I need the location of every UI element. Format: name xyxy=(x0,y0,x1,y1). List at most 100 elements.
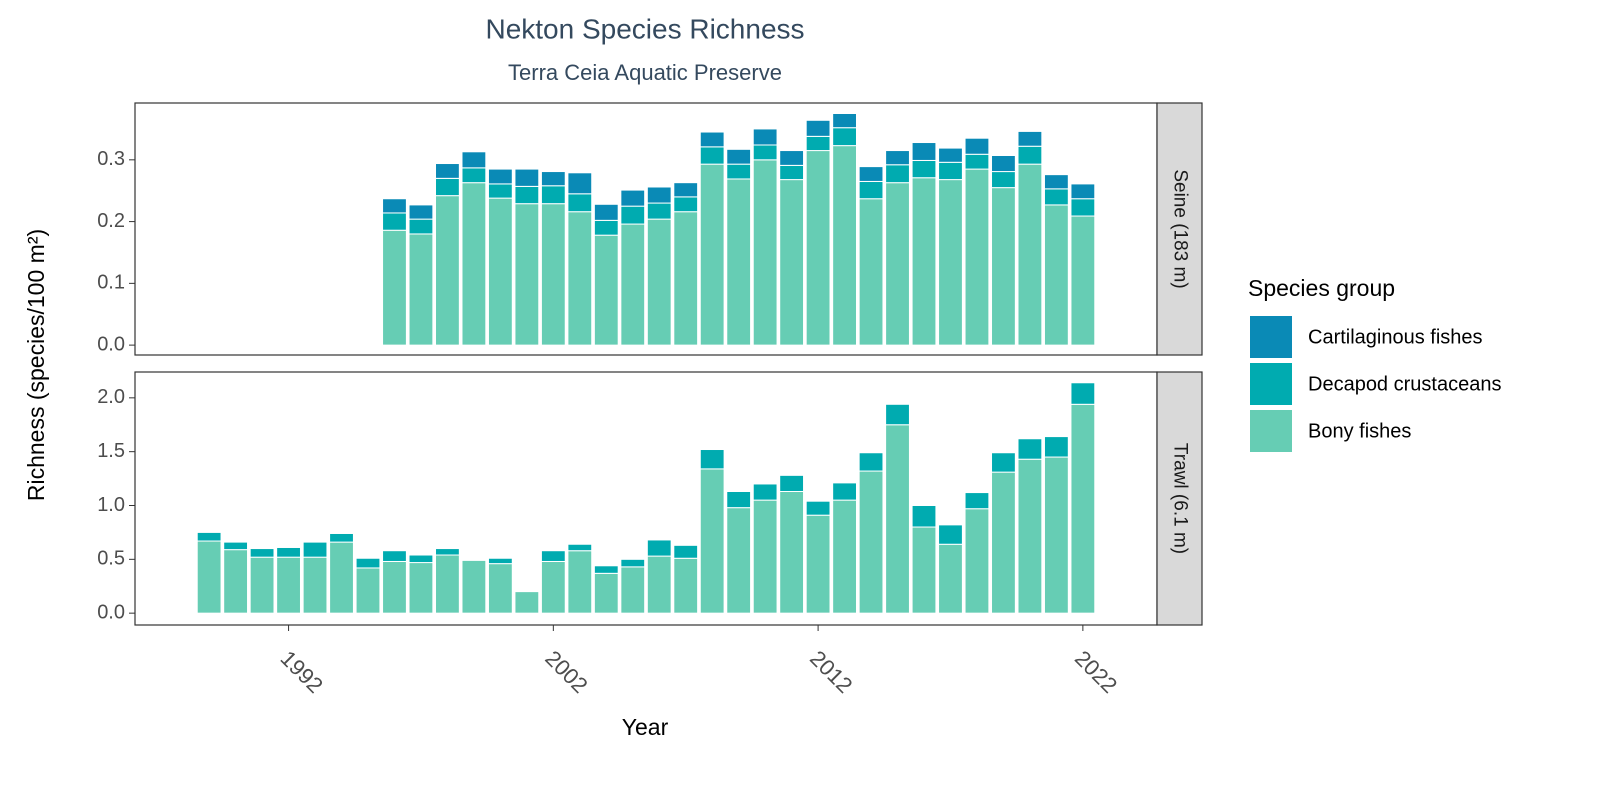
legend-label: Bony fishes xyxy=(1308,420,1411,442)
bar-segment xyxy=(805,135,831,152)
bar-segment xyxy=(1043,436,1069,458)
x-tick-label: 2012 xyxy=(805,646,857,698)
bar-segment xyxy=(540,171,566,187)
bar-segment xyxy=(593,572,619,614)
bar-segment xyxy=(620,566,646,614)
bar-segment xyxy=(620,558,646,568)
bar-segment xyxy=(223,549,249,614)
facet-label: Seine (183 m) xyxy=(1169,169,1190,288)
bar-segment xyxy=(673,557,699,614)
bar-segment xyxy=(435,548,460,556)
y-tick-label: 0.5 xyxy=(97,548,125,570)
bar-segment xyxy=(249,548,275,558)
bar-segment xyxy=(832,499,857,614)
bar-segment xyxy=(408,554,434,564)
y-tick-label: 1.5 xyxy=(97,440,125,462)
bar-segment xyxy=(435,195,460,346)
bar-segment xyxy=(911,177,937,346)
bar-segment xyxy=(991,471,1016,614)
bar-segment xyxy=(1017,145,1043,165)
bar-segment xyxy=(540,185,566,205)
bar-segment xyxy=(673,211,699,346)
bar-segment xyxy=(1070,198,1096,217)
bar-segment xyxy=(964,508,990,614)
bar-segment xyxy=(567,211,593,346)
bar-segment xyxy=(938,161,963,181)
y-tick-label: 0.0 xyxy=(97,601,125,623)
bar-segment xyxy=(408,204,434,220)
bar-segment xyxy=(461,182,487,346)
bar-segment xyxy=(911,504,937,528)
bar-segment xyxy=(673,544,699,559)
bar-segment xyxy=(1017,458,1043,614)
bar-segment xyxy=(726,163,752,180)
bar-segment xyxy=(355,557,381,569)
bar-segment xyxy=(593,203,619,221)
bar-segment xyxy=(487,183,513,199)
bar-segment xyxy=(991,187,1016,346)
bar-segment xyxy=(699,131,725,148)
bar-segment xyxy=(593,219,619,236)
legend-label: Decapod crustaceans xyxy=(1308,373,1501,395)
y-tick-label: 0.3 xyxy=(97,148,125,170)
bar-segment xyxy=(514,203,540,346)
bar-segment xyxy=(805,500,831,516)
y-tick-label: 2.0 xyxy=(97,386,125,408)
legend-key xyxy=(1250,316,1292,358)
bar-segment xyxy=(620,205,646,225)
bar-segment xyxy=(1070,403,1096,614)
bar-segment xyxy=(673,182,699,198)
bar-segment xyxy=(885,150,910,166)
bar-segment xyxy=(779,164,805,181)
bar-segment xyxy=(382,212,407,231)
bar-segment xyxy=(832,482,857,501)
x-tick-label: 2022 xyxy=(1070,646,1122,698)
bar-segment xyxy=(1043,188,1069,206)
x-axis-title: Year xyxy=(622,714,669,740)
bar-segment xyxy=(938,543,963,614)
bar-segment xyxy=(435,177,460,197)
bar-segment xyxy=(408,233,434,346)
bar-segment xyxy=(646,555,672,614)
bar-segment xyxy=(567,543,593,552)
bar-segment xyxy=(858,166,884,182)
legend-title: Species group xyxy=(1248,275,1395,301)
bar-segment xyxy=(752,499,778,614)
bar-segment xyxy=(461,559,487,614)
bar-segment xyxy=(938,147,963,163)
bar-segment xyxy=(752,483,778,501)
bar-segment xyxy=(1017,438,1043,460)
bar-segment xyxy=(699,146,725,165)
bar-segment xyxy=(435,554,460,614)
bar-segment xyxy=(779,150,805,166)
bar-segment xyxy=(1070,215,1096,346)
bar-segment xyxy=(1043,174,1069,190)
bar-segment xyxy=(779,474,805,493)
bar-segment xyxy=(805,119,831,137)
bar-segment xyxy=(487,563,513,614)
bar-segment xyxy=(646,539,672,557)
bar-segment xyxy=(435,163,460,179)
bar-segment xyxy=(858,180,884,200)
bar-segment xyxy=(726,178,752,346)
bar-segment xyxy=(832,145,857,346)
bar-segment xyxy=(699,163,725,346)
legend-label: Cartilaginous fishes xyxy=(1308,326,1483,348)
bar-segment xyxy=(911,526,937,614)
bar-segment xyxy=(885,182,910,346)
bar-segment xyxy=(911,142,937,161)
legend-key xyxy=(1250,410,1292,452)
bar-segment xyxy=(885,164,910,184)
bar-segment xyxy=(938,524,963,545)
bar-segment xyxy=(938,179,963,346)
bar-segment xyxy=(223,541,249,551)
bar-segment xyxy=(964,168,990,346)
facet-strip xyxy=(1156,371,1203,626)
bar-segment xyxy=(540,550,566,562)
y-tick-label: 1.0 xyxy=(97,494,125,516)
bar-segment xyxy=(567,550,593,614)
bar-segment xyxy=(646,202,672,220)
bar-segment xyxy=(699,468,725,614)
bar-segment xyxy=(1017,163,1043,346)
